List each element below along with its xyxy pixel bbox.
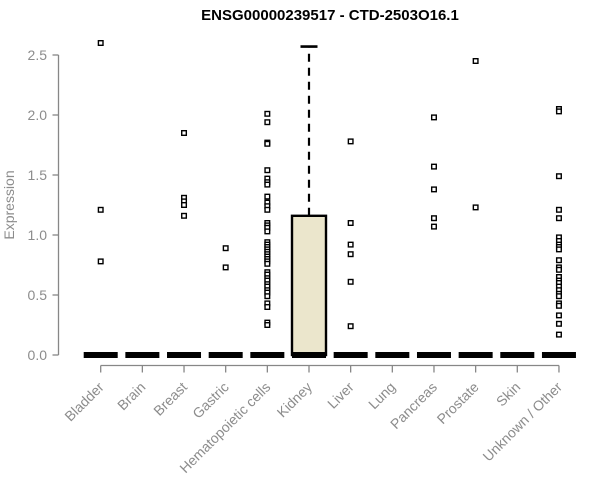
outlier-point — [555, 302, 562, 309]
y-axis-title: Expression — [1, 170, 17, 239]
series-breast — [167, 129, 202, 358]
outlier-point — [264, 322, 271, 329]
outlier-point — [555, 246, 562, 253]
y-tick-label: 1.0 — [28, 227, 48, 243]
x-tick-label: Brain — [114, 379, 148, 413]
series-bladder — [83, 40, 118, 358]
outlier-point — [347, 323, 354, 330]
outlier-point — [430, 114, 437, 121]
median-bar — [208, 352, 243, 358]
series-pancreas — [416, 114, 451, 358]
x-tick-label: Unknown / Other — [479, 379, 565, 465]
outlier-point — [347, 251, 354, 258]
median-bar — [83, 352, 118, 358]
outlier-point — [264, 193, 271, 200]
outlier-point — [555, 215, 562, 222]
series-liver — [333, 138, 368, 358]
outlier-point — [555, 108, 562, 115]
median-bar — [375, 352, 410, 358]
series-kidney — [290, 45, 328, 358]
x-tick-label: Bladder — [61, 379, 107, 425]
outlier-point — [181, 129, 188, 136]
x-tick-label: Prostate — [434, 379, 482, 427]
median-bar — [458, 352, 493, 358]
outlier-point — [264, 304, 271, 311]
outlier-point — [347, 278, 354, 285]
median-bar — [292, 352, 326, 358]
outlier-point — [555, 293, 562, 300]
outlier-point — [264, 206, 271, 213]
median-bar — [416, 352, 451, 358]
outlier-point — [264, 140, 271, 147]
outlier-point — [555, 266, 562, 273]
x-tick-label: Skin — [493, 379, 524, 410]
series-unknown-other — [541, 105, 576, 358]
y-tick-label: 0.5 — [28, 287, 48, 303]
outlier-point — [347, 219, 354, 226]
outlier-point — [97, 40, 104, 47]
y-tick-label: 1.5 — [28, 167, 48, 183]
outlier-point — [555, 206, 562, 213]
median-bar — [250, 352, 285, 358]
x-tick-label: Breast — [150, 379, 190, 419]
outlier-point — [430, 186, 437, 193]
median-bar — [333, 352, 368, 358]
outlier-point — [264, 293, 271, 300]
series-hematopoietic-cells — [250, 110, 285, 358]
median-bar — [500, 352, 535, 358]
outlier-point — [555, 331, 562, 338]
outlier-point — [264, 181, 271, 188]
outlier-point — [555, 312, 562, 319]
outlier-point — [430, 215, 437, 222]
outlier-point — [555, 173, 562, 180]
outlier-point — [472, 204, 479, 211]
outlier-point — [264, 110, 271, 117]
median-bar — [541, 352, 576, 358]
x-tick-label: Lung — [365, 379, 398, 412]
box — [290, 214, 328, 357]
x-tick-label: Liver — [324, 379, 357, 412]
y-tick-label: 0.0 — [28, 347, 48, 363]
series-gastric — [208, 245, 243, 358]
outlier-point — [347, 138, 354, 145]
outlier-point — [97, 206, 104, 213]
series-prostate — [458, 58, 493, 358]
outlier-point — [430, 223, 437, 230]
outlier-point — [347, 241, 354, 248]
median-bar — [125, 352, 160, 358]
series-brain — [125, 352, 160, 358]
x-tick-label: Kidney — [274, 379, 316, 421]
y-tick-label: 2.5 — [28, 47, 48, 63]
chart-title: ENSG00000239517 - CTD-2503O16.1 — [201, 7, 459, 24]
outlier-point — [555, 257, 562, 264]
outlier-point — [472, 58, 479, 65]
outlier-point — [555, 320, 562, 327]
outlier-point — [222, 264, 229, 271]
outlier-point — [264, 228, 271, 235]
outlier-point — [222, 245, 229, 252]
outlier-point — [264, 167, 271, 174]
outlier-point — [264, 119, 271, 126]
outlier-point — [430, 163, 437, 170]
median-bar — [167, 352, 202, 358]
outlier-point — [97, 258, 104, 265]
y-tick-label: 2.0 — [28, 107, 48, 123]
series-skin — [500, 352, 535, 358]
series-lung — [375, 352, 410, 358]
outlier-point — [181, 212, 188, 219]
outlier-point — [181, 201, 188, 208]
outlier-point — [264, 260, 271, 267]
